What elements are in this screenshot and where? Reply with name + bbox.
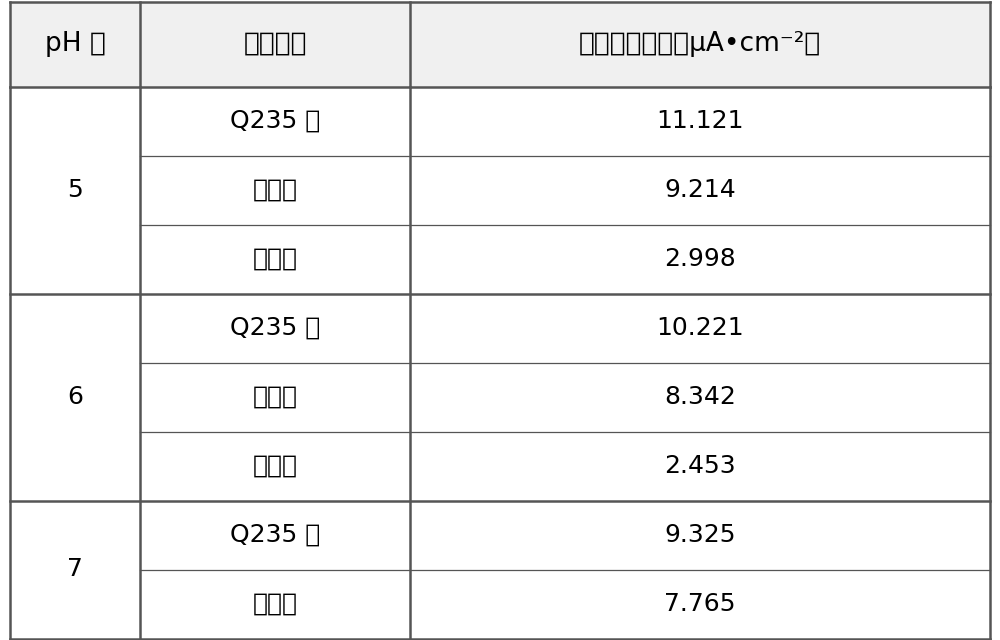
- Text: Q235 钔: Q235 钔: [230, 109, 320, 133]
- Text: 8.342: 8.342: [664, 385, 736, 409]
- Text: 镀锤钔: 镀锤钔: [252, 178, 298, 202]
- Text: Q235 钔: Q235 钔: [230, 523, 320, 547]
- Text: 2.998: 2.998: [664, 247, 736, 271]
- Text: pH 値: pH 値: [45, 31, 105, 57]
- Text: 6: 6: [67, 385, 83, 409]
- Text: 2.453: 2.453: [664, 454, 736, 478]
- Text: 腐蚀电流密度（μA•cm⁻²）: 腐蚀电流密度（μA•cm⁻²）: [579, 31, 821, 57]
- Text: 7: 7: [67, 557, 83, 582]
- Text: 铜包钔: 铜包钔: [252, 454, 298, 478]
- Text: 镀锤钔: 镀锤钔: [252, 592, 298, 616]
- Text: 11.121: 11.121: [656, 109, 744, 133]
- Text: 镀锤钔: 镀锤钔: [252, 385, 298, 409]
- Text: 9.325: 9.325: [664, 523, 736, 547]
- Text: Q235 钔: Q235 钔: [230, 316, 320, 340]
- Text: 5: 5: [67, 178, 83, 202]
- Text: 9.214: 9.214: [664, 178, 736, 202]
- Bar: [10, 86, 990, 639]
- Text: 接地材料: 接地材料: [243, 31, 307, 57]
- Text: 10.221: 10.221: [656, 316, 744, 340]
- Bar: [10, 1, 990, 86]
- Text: 铜包钔: 铜包钔: [252, 247, 298, 271]
- Text: 7.765: 7.765: [664, 592, 736, 616]
